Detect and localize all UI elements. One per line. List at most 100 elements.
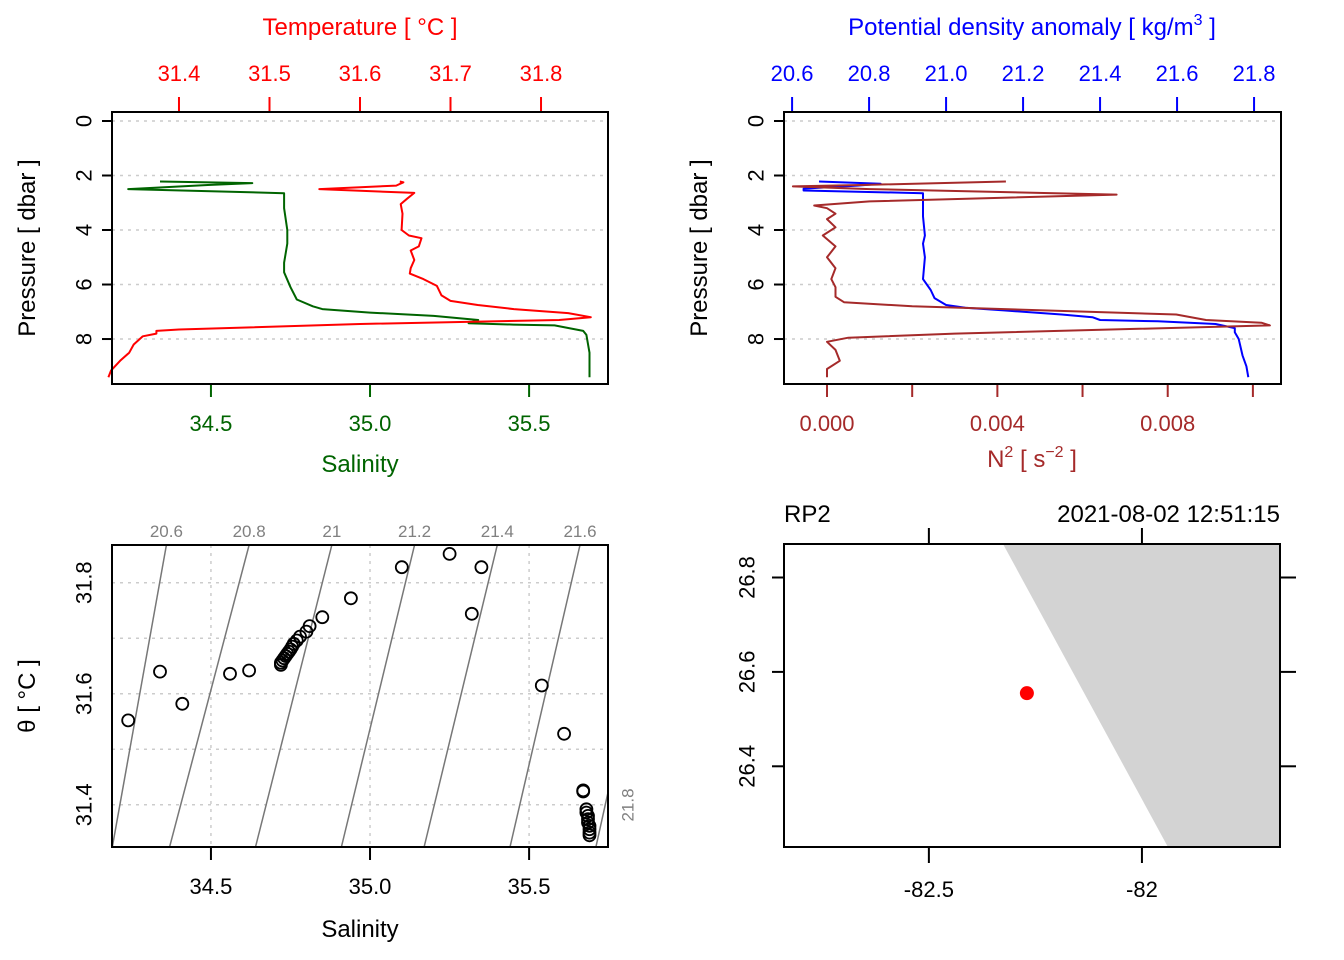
station-name: RP2	[784, 501, 831, 528]
y-tick-label: 6	[744, 278, 769, 290]
bottom-tick-label: 0.004	[970, 411, 1025, 436]
bottom-tick-label: 34.5	[190, 411, 233, 436]
series-group	[791, 180, 1271, 378]
y-tick-label: 0	[744, 115, 769, 127]
bottom-axis-title-end: ]	[1064, 446, 1077, 473]
series-group	[107, 180, 592, 378]
isopycnal-label: 21.2	[398, 522, 431, 541]
bottom-axis-title-sup: 2	[1004, 444, 1013, 461]
bottom-axis-title-sup2: −2	[1045, 444, 1063, 461]
series-line-n2	[791, 180, 1271, 378]
bottom-axis-title-mid: [ s	[1013, 446, 1045, 473]
data-point	[289, 633, 304, 648]
y-tick-label: 2	[72, 169, 97, 181]
grid	[784, 120, 1281, 340]
isopycnal-label: 20.6	[150, 522, 183, 541]
isopycnal-line	[168, 545, 250, 847]
y-tick-label: 26.4	[735, 745, 760, 788]
series-line-temperature	[107, 180, 592, 378]
isopycnal-line	[254, 545, 333, 847]
points-group	[121, 547, 597, 843]
data-point	[223, 666, 237, 681]
top-tick-label: 21.2	[1002, 61, 1045, 86]
top-tick-label: 31.7	[429, 61, 472, 86]
bottom-tick-label: 0.000	[799, 411, 854, 436]
y-tick-label: 8	[744, 333, 769, 345]
grid	[112, 120, 608, 340]
density-n2-profile-panel: Potential density anomaly [ kg/m3 ] N2 […	[686, 12, 1282, 473]
data-point	[315, 610, 330, 625]
bottom-tick-label: 35.0	[349, 411, 392, 436]
x-axis-title: Salinity	[321, 916, 398, 943]
station-marker	[1019, 686, 1034, 701]
top-axis-title-sup: 3	[1194, 12, 1203, 29]
top-tick-label: 31.6	[339, 61, 382, 86]
data-point	[175, 696, 190, 711]
plot-frame	[783, 543, 1281, 848]
series-line-potential-density-anomaly	[802, 180, 1250, 378]
top-tick-label: 21.8	[1233, 61, 1276, 86]
bottom-axis-title: N2 [ s−2 ]	[987, 444, 1077, 473]
y-tick-label: 4	[72, 224, 97, 236]
top-axis-title: Temperature [ °C ]	[263, 14, 458, 41]
isopycnal-line	[340, 545, 416, 847]
x-tick-label: -82	[1126, 877, 1158, 902]
data-point	[534, 678, 549, 693]
data-point	[242, 663, 257, 678]
axes-group: -82.5 -82 26.4 26.6 26.8	[735, 528, 1296, 902]
y-tick-label: 2	[744, 169, 769, 181]
data-point	[442, 547, 457, 561]
temperature-salinity-profile-panel: Temperature [ °C ] Salinity Pressure [ d…	[14, 14, 609, 478]
isopycnal-label: 21.4	[481, 522, 514, 541]
data-point	[576, 784, 591, 799]
y-axis-title: Pressure [ dbar ]	[686, 159, 713, 336]
axes-group: 0 2 4 6 8 34.5 35.0 35.5 31.4 31.5 31.6 31.7 31.8	[72, 61, 563, 436]
y-tick-label: 8	[72, 333, 97, 345]
y-axis-title: Pressure [ dbar ]	[14, 159, 41, 336]
series-line-salinity	[127, 180, 591, 378]
top-axis-title-main: Potential density anomaly [ kg/m	[848, 14, 1194, 41]
x-tick-label: 34.5	[190, 874, 233, 899]
points-group	[1019, 686, 1034, 701]
data-point	[464, 606, 479, 621]
data-point	[474, 560, 489, 575]
station-datetime: 2021-08-02 12:51:15	[1057, 501, 1280, 528]
isopycnal-line	[423, 545, 499, 847]
y-tick-label: 31.6	[72, 672, 97, 715]
y-tick-label: 31.4	[72, 783, 97, 826]
isopycnal-line	[509, 545, 581, 847]
isopycnal-label: 20.8	[233, 522, 266, 541]
data-point	[557, 726, 571, 741]
top-tick-label: 31.8	[520, 61, 563, 86]
x-tick-label: 35.5	[508, 874, 551, 899]
y-tick-label: 0	[72, 115, 97, 127]
top-axis-title-end: ]	[1203, 14, 1216, 41]
isopycnal-labels: 20.6 20.8 21 21.2 21.4 21.6 21.8	[150, 522, 638, 822]
isopycnal-group	[112, 545, 608, 847]
y-tick-label: 31.8	[72, 561, 97, 604]
top-tick-label: 21.4	[1079, 61, 1122, 86]
plot-frame	[783, 111, 1282, 385]
x-tick-label: -82.5	[904, 877, 954, 902]
data-point	[302, 619, 317, 633]
y-tick-label: 6	[72, 278, 97, 290]
top-tick-label: 21.0	[925, 61, 968, 86]
y-tick-label: 26.6	[735, 650, 760, 693]
x-tick-label: 35.0	[349, 874, 392, 899]
plot-frame	[111, 111, 609, 385]
land-polygon	[1003, 544, 1280, 847]
grid	[112, 545, 608, 847]
data-point	[153, 664, 167, 679]
top-tick-label: 20.8	[848, 61, 891, 86]
ts-diagram-panel: Salinity θ [ °C ] 20.6 20.8 21 21.2 21.4 21.6…	[14, 522, 638, 943]
axes-group: 34.5 35.0 35.5 31.4 31.6 31.8	[72, 561, 551, 899]
isopycnal-label: 21	[322, 522, 341, 541]
axes-group: 0 2 4 6 8 0.000 0.004 0.008 20.6 20.8 21.0 21.2 21.4…	[744, 61, 1276, 436]
data-point	[394, 560, 409, 575]
top-tick-label: 20.6	[771, 61, 814, 86]
top-tick-label: 31.4	[158, 61, 201, 86]
station-map-panel: RP2 2021-08-02 12:51:15 -82.5 -82 26.4 26.6…	[735, 501, 1296, 902]
isopycnal-label: 21.6	[563, 522, 596, 541]
y-tick-label: 4	[744, 224, 769, 236]
data-point	[121, 713, 136, 728]
